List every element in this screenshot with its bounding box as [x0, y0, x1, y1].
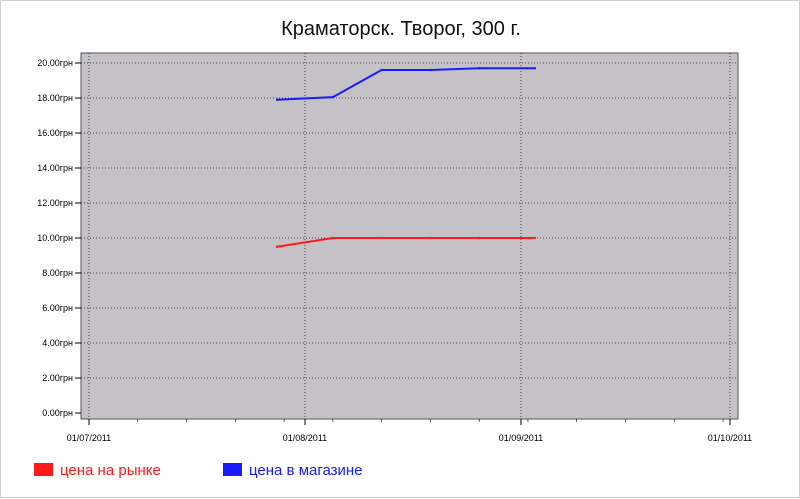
- data-point: [380, 236, 383, 240]
- series-line: [276, 237, 535, 248]
- legend: цена на рынке цена в магазине: [34, 462, 363, 479]
- y-tick-label: 0.00грн: [42, 408, 73, 418]
- legend-label: цена в магазине: [249, 462, 363, 479]
- y-tick-label: 2.00грн: [42, 373, 73, 383]
- y-tick-label: 12.00грн: [37, 198, 73, 208]
- data-point: [331, 95, 335, 99]
- data-point: [533, 236, 537, 240]
- data-point: [380, 68, 383, 72]
- y-tick-label: 18.00грн: [37, 93, 73, 103]
- legend-swatch: [34, 463, 53, 476]
- y-tick-label: 14.00грн: [37, 163, 73, 173]
- plot-area-group: 0.00грн 2.00грн 4.00грн 6.00грн 8.00грн 10.00…: [37, 52, 752, 443]
- y-tick-label: 10.00грн: [37, 233, 73, 243]
- legend-swatch: [223, 463, 242, 476]
- y-tick-label: 6.00грн: [42, 303, 73, 313]
- x-tick-label: 01/07/2011: [67, 433, 111, 443]
- x-tick-label: 01/08/2011: [283, 433, 327, 443]
- series-line: [277, 67, 535, 101]
- data-point: [477, 67, 481, 70]
- legend-label: цена на рынке: [60, 462, 161, 479]
- data-point: [477, 236, 481, 240]
- x-tick-label: 01/10/2011: [708, 433, 752, 443]
- data-point: [275, 245, 279, 248]
- data-point: [429, 236, 432, 240]
- data-point: [429, 68, 432, 72]
- y-tick-label: 20.00грн: [37, 58, 73, 68]
- chart-title: Краматорск. Творог, 300 г.: [281, 18, 521, 40]
- x-tick-label: 01/09/2011: [499, 433, 543, 443]
- plot-area: [80, 52, 739, 420]
- data-point: [331, 236, 335, 240]
- y-tick-label: 16.00грн: [37, 128, 73, 138]
- data-point: [533, 67, 537, 70]
- y-tick-label: 8.00грн: [42, 268, 73, 278]
- y-tick-label: 4.00грн: [42, 338, 73, 348]
- data-point: [275, 98, 279, 101]
